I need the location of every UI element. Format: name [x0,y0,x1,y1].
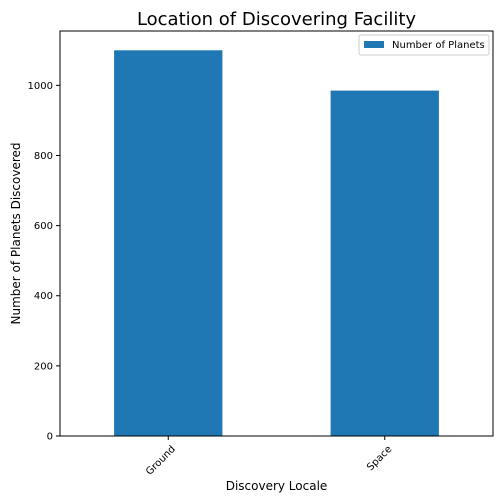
y-tick-label: 600 [34,221,53,232]
y-tick-label: 800 [34,151,53,162]
y-axis: 0 200 400 600 800 1000 [28,81,60,443]
x-tick-label-space: Space [365,444,394,473]
plot-area [59,30,494,437]
plot-frame [59,30,494,437]
legend-label: Number of Planets [392,40,485,51]
bar-space [330,90,439,436]
x-axis: Ground Space [144,436,394,478]
legend-swatch [364,41,384,48]
bars [114,50,439,437]
bar-ground [114,50,223,437]
y-tick-label: 0 [47,432,53,443]
y-axis-label: Number of Planets Discovered [9,142,23,324]
x-axis-label: Discovery Locale [226,479,328,493]
x-tick-label-ground: Ground [144,444,178,478]
y-tick-label: 1000 [28,81,53,92]
y-tick-label: 200 [34,361,53,372]
legend: Number of Planets [358,34,490,56]
legend-box [358,34,490,56]
chart-title: Location of Discovering Facility [137,9,416,30]
y-tick-label: 400 [34,291,53,302]
